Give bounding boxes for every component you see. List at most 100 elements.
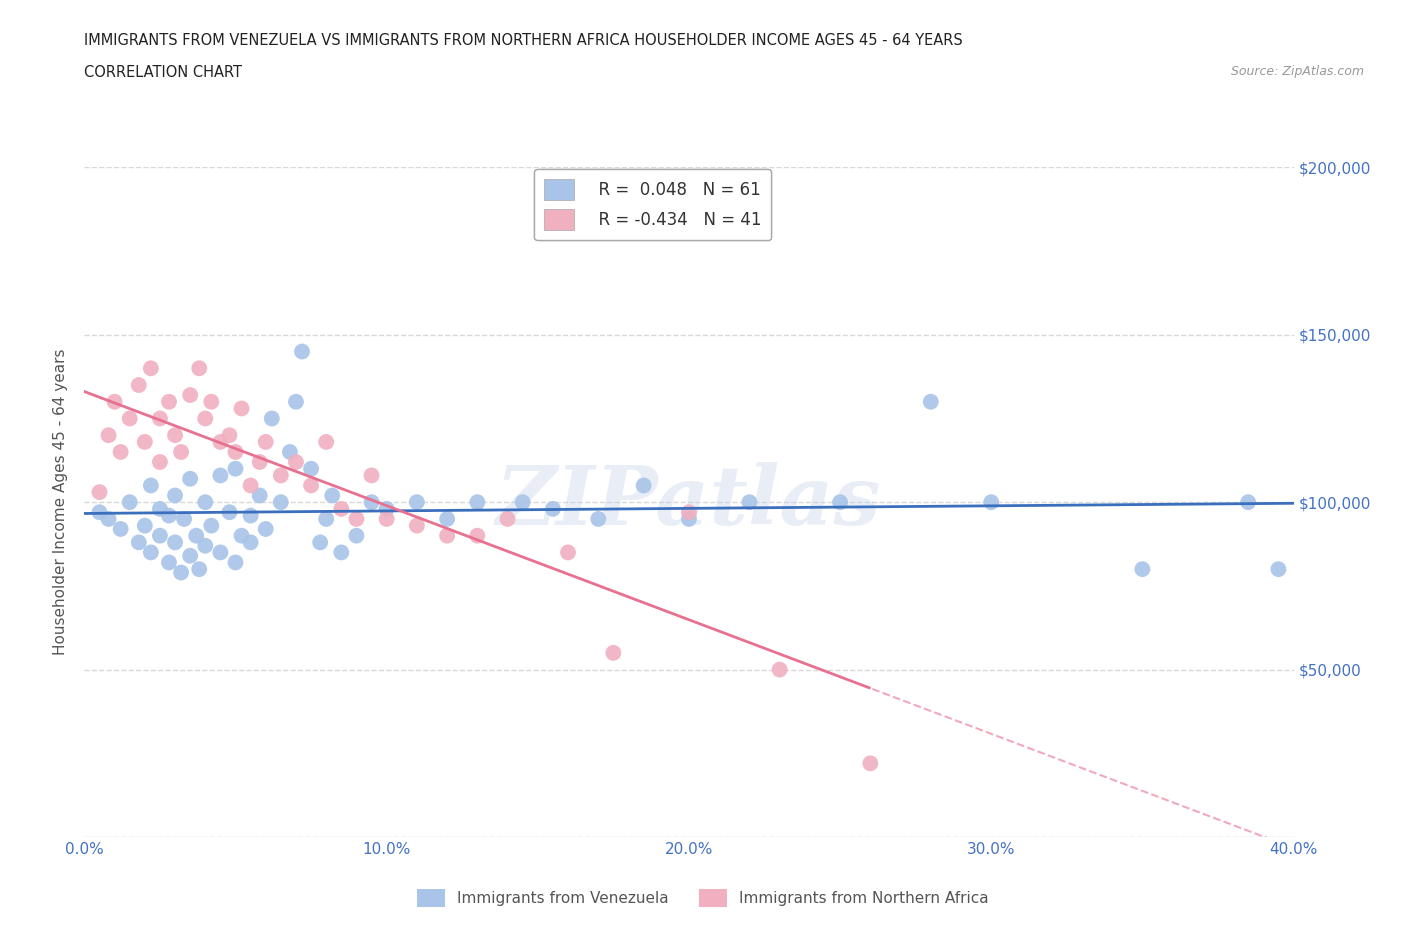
Text: CORRELATION CHART: CORRELATION CHART: [84, 65, 242, 80]
Point: [315, 434, 337, 449]
Point: [194, 538, 217, 553]
Point: [920, 394, 942, 409]
Point: [980, 495, 1002, 510]
Legend: Immigrants from Venezuela, Immigrants from Northern Africa: Immigrants from Venezuela, Immigrants fr…: [412, 884, 994, 913]
Point: [97, 512, 120, 526]
Point: [165, 535, 187, 550]
Legend:   R =  0.048   N = 61,   R = -0.434   N = 41: R = 0.048 N = 61, R = -0.434 N = 41: [534, 169, 770, 240]
Point: [139, 478, 162, 493]
Point: [278, 445, 301, 459]
Point: [309, 535, 332, 550]
Point: [173, 512, 195, 526]
Point: [89, 485, 111, 499]
Point: [218, 505, 240, 520]
Point: [291, 344, 314, 359]
Point: [249, 455, 271, 470]
Point: [467, 528, 489, 543]
Point: [375, 501, 398, 516]
Point: [209, 434, 232, 449]
Point: [678, 512, 700, 526]
Point: [1267, 562, 1289, 577]
Point: [330, 545, 353, 560]
Point: [209, 545, 232, 560]
Point: [218, 428, 240, 443]
Point: [285, 394, 308, 409]
Text: ZIPatlas: ZIPatlas: [496, 462, 882, 542]
Point: [299, 478, 322, 493]
Point: [406, 495, 429, 510]
Point: [134, 434, 156, 449]
Point: [360, 468, 382, 483]
Point: [157, 508, 180, 523]
Point: [179, 388, 201, 403]
Point: [209, 468, 232, 483]
Point: [346, 528, 368, 543]
Text: Source: ZipAtlas.com: Source: ZipAtlas.com: [1230, 65, 1364, 78]
Point: [170, 445, 193, 459]
Point: [239, 478, 262, 493]
Point: [231, 528, 253, 543]
Point: [225, 445, 247, 459]
Point: [557, 545, 579, 560]
Point: [170, 565, 193, 580]
Point: [134, 518, 156, 533]
Point: [149, 528, 172, 543]
Point: [678, 505, 700, 520]
Point: [633, 478, 655, 493]
Point: [128, 535, 150, 550]
Point: [769, 662, 792, 677]
Point: [738, 495, 761, 510]
Text: IMMIGRANTS FROM VENEZUELA VS IMMIGRANTS FROM NORTHERN AFRICA HOUSEHOLDER INCOME : IMMIGRANTS FROM VENEZUELA VS IMMIGRANTS …: [84, 33, 963, 47]
Point: [188, 361, 211, 376]
Point: [249, 488, 271, 503]
Point: [200, 394, 222, 409]
Y-axis label: Householder Income Ages 45 - 64 years: Householder Income Ages 45 - 64 years: [53, 349, 69, 656]
Point: [110, 445, 132, 459]
Point: [239, 508, 262, 523]
Point: [541, 501, 564, 516]
Point: [588, 512, 610, 526]
Point: [239, 535, 262, 550]
Point: [830, 495, 852, 510]
Point: [231, 401, 253, 416]
Point: [496, 512, 519, 526]
Point: [346, 512, 368, 526]
Point: [149, 411, 172, 426]
Point: [118, 495, 141, 510]
Point: [512, 495, 534, 510]
Point: [157, 555, 180, 570]
Point: [110, 522, 132, 537]
Point: [1237, 495, 1260, 510]
Point: [321, 488, 343, 503]
Point: [104, 394, 127, 409]
Point: [299, 461, 322, 476]
Point: [97, 428, 120, 443]
Point: [436, 528, 458, 543]
Point: [406, 518, 429, 533]
Point: [254, 434, 277, 449]
Point: [165, 428, 187, 443]
Point: [149, 455, 172, 470]
Point: [360, 495, 382, 510]
Point: [602, 645, 624, 660]
Point: [89, 505, 111, 520]
Point: [118, 411, 141, 426]
Point: [270, 495, 292, 510]
Point: [225, 555, 247, 570]
Point: [467, 495, 489, 510]
Point: [260, 411, 283, 426]
Point: [139, 361, 162, 376]
Point: [149, 501, 172, 516]
Point: [179, 549, 201, 564]
Point: [330, 501, 353, 516]
Point: [139, 545, 162, 560]
Point: [254, 522, 277, 537]
Point: [194, 495, 217, 510]
Point: [315, 512, 337, 526]
Point: [200, 518, 222, 533]
Point: [157, 394, 180, 409]
Point: [225, 461, 247, 476]
Point: [186, 528, 208, 543]
Point: [194, 411, 217, 426]
Point: [179, 472, 201, 486]
